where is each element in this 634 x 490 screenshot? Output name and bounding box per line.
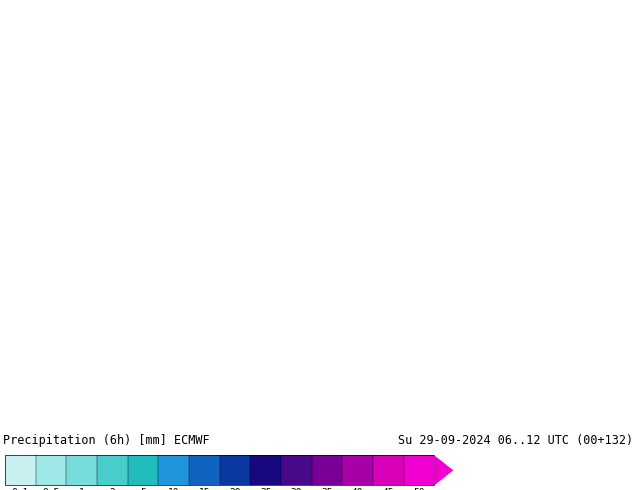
Bar: [127, 455, 158, 486]
Text: 30: 30: [290, 488, 302, 490]
Text: 25: 25: [260, 488, 271, 490]
Bar: [342, 455, 373, 486]
Bar: [404, 455, 434, 486]
Text: Su 29-09-2024 06..12 UTC (00+132): Su 29-09-2024 06..12 UTC (00+132): [398, 434, 633, 447]
Text: 5: 5: [140, 488, 146, 490]
Bar: [220, 455, 250, 486]
Bar: [158, 455, 189, 486]
Text: 0.1: 0.1: [12, 488, 29, 490]
Text: 2: 2: [110, 488, 115, 490]
Bar: [67, 455, 97, 486]
Bar: [250, 455, 281, 486]
Bar: [36, 455, 67, 486]
Bar: [5, 455, 36, 486]
Text: 1: 1: [79, 488, 84, 490]
Text: 15: 15: [198, 488, 210, 490]
Bar: [281, 455, 312, 486]
Text: 45: 45: [382, 488, 394, 490]
Bar: [373, 455, 404, 486]
Text: 35: 35: [321, 488, 333, 490]
Text: 40: 40: [352, 488, 363, 490]
Text: 10: 10: [168, 488, 179, 490]
Bar: [97, 455, 127, 486]
Text: 50: 50: [413, 488, 425, 490]
Text: Precipitation (6h) [mm] ECMWF: Precipitation (6h) [mm] ECMWF: [3, 434, 210, 447]
Bar: [312, 455, 342, 486]
Bar: [5, 455, 434, 486]
Text: 0.5: 0.5: [42, 488, 60, 490]
Text: 20: 20: [230, 488, 241, 490]
Bar: [189, 455, 220, 486]
Polygon shape: [434, 455, 453, 486]
